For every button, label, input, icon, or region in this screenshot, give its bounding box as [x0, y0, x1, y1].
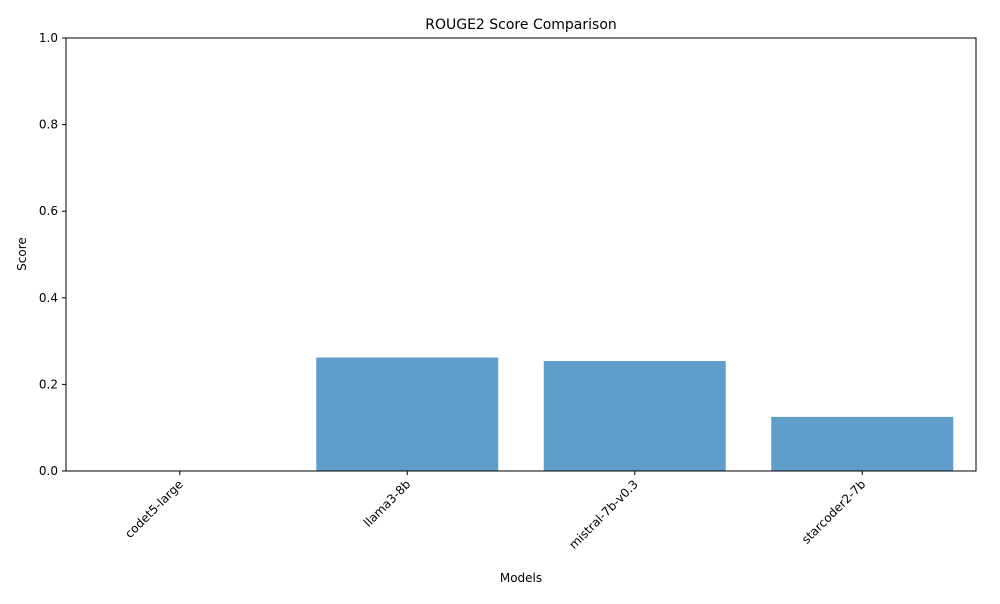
bar-starcoder2-7b: [771, 416, 954, 472]
bar-mistral-7b-v0.3: [543, 361, 726, 471]
bars-group: [316, 357, 954, 472]
y-tick-label: 0.8: [39, 118, 58, 132]
y-axis-label: Score: [15, 237, 29, 271]
x-axis-label: Models: [500, 571, 542, 585]
y-tick-label: 0.0: [39, 464, 58, 478]
y-axis-ticks: 0.0 0.2 0.4 0.6 0.8 1.0: [39, 31, 66, 478]
y-tick-label: 0.6: [39, 204, 58, 218]
plot-frame: [65, 37, 977, 472]
bar-llama3-8b: [316, 357, 499, 471]
y-tick-label: 0.4: [39, 291, 58, 305]
chart-title: ROUGE2 Score Comparison: [425, 17, 617, 33]
y-tick-label: 0.2: [39, 377, 58, 391]
y-tick-label: 1.0: [39, 31, 58, 45]
